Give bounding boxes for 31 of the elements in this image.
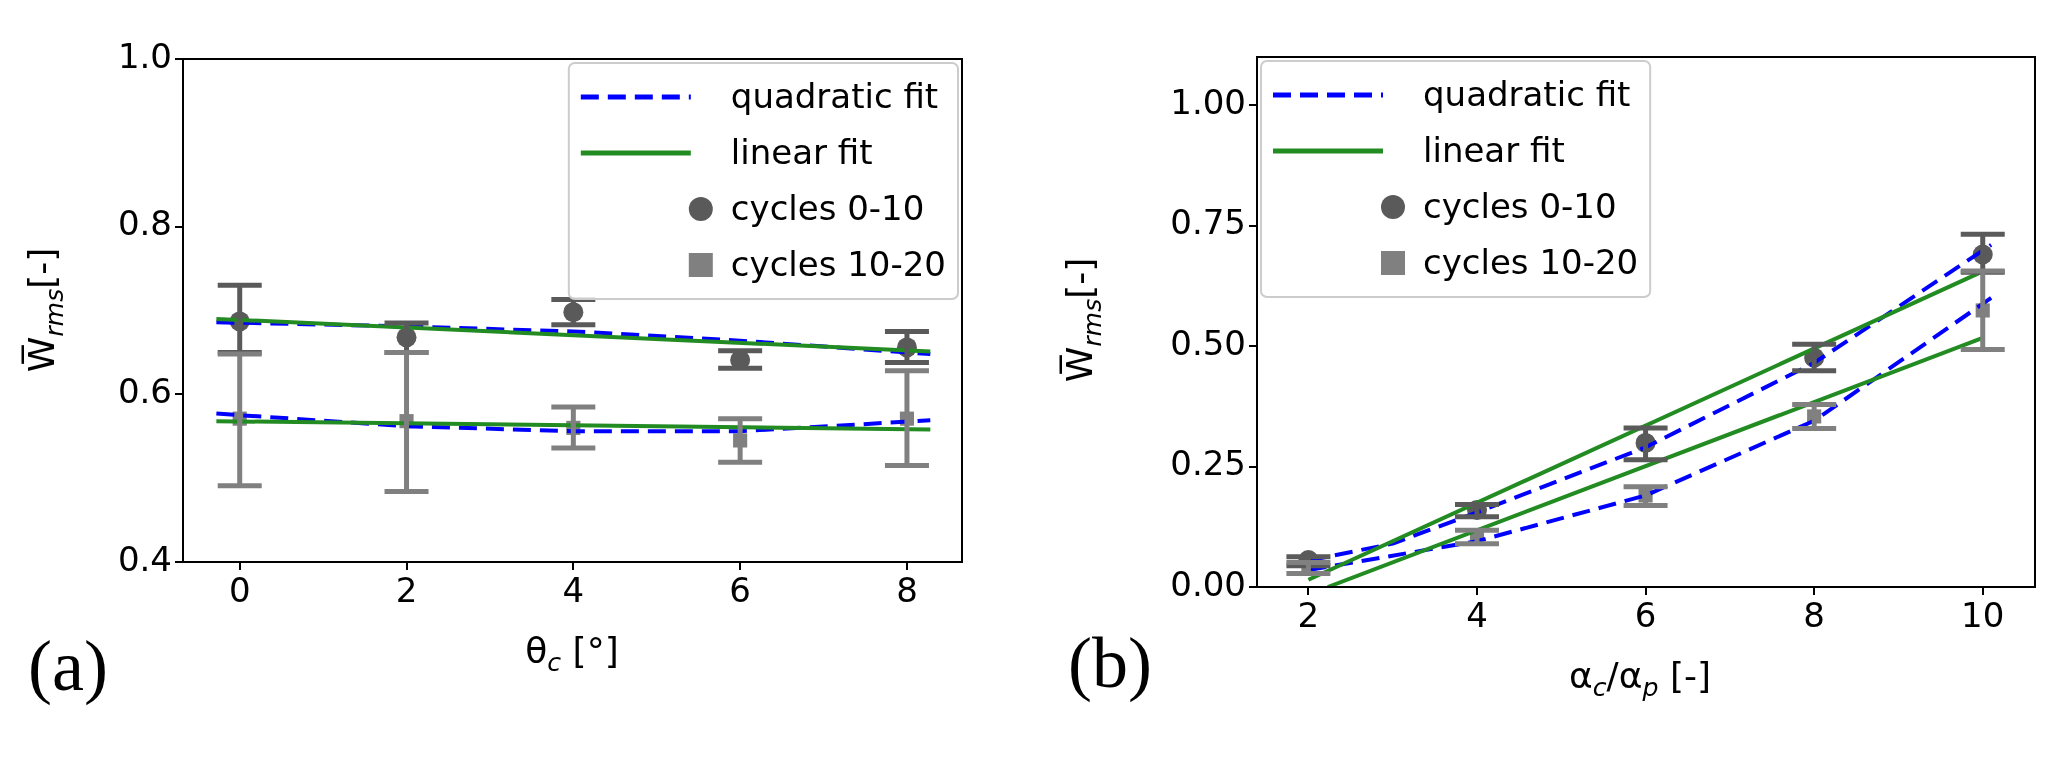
x-tick-label: 4 xyxy=(562,570,585,611)
x-tick-label: 2 xyxy=(1297,595,1320,636)
text: (a) xyxy=(28,625,108,708)
y-tick-label: 0.75 xyxy=(1170,202,1246,243)
x-tick-label: 4 xyxy=(1466,595,1488,636)
x-tick-label: 10 xyxy=(1961,595,2005,636)
text: (b) xyxy=(1068,622,1152,705)
legend-label: linear fit xyxy=(730,131,873,172)
y-tick-label: 0.6 xyxy=(117,371,172,412)
legend-label: cycles 0-10 xyxy=(1423,185,1617,226)
x-tick-label: 6 xyxy=(729,570,751,611)
x-tick-label: 2 xyxy=(395,570,418,611)
y-tick-label: 0.00 xyxy=(1170,563,1246,604)
y-tick-label: 1.0 xyxy=(117,35,172,76)
legend-label: cycles 10-20 xyxy=(1423,241,1639,282)
legend-label: cycles 0-10 xyxy=(730,187,925,228)
legend-label: quadratic fit xyxy=(1423,73,1631,114)
x-tick-label: 6 xyxy=(1634,595,1657,636)
legend-label: linear fit xyxy=(1423,129,1565,170)
x-tick-label: 8 xyxy=(1803,595,1825,636)
legend-label: quadratic fit xyxy=(730,75,939,116)
x-tick-label: 0 xyxy=(228,570,251,611)
y-tick-label: 1.00 xyxy=(1170,82,1246,123)
y-tick-label: 0.8 xyxy=(117,203,172,244)
x-tick-label: 8 xyxy=(896,570,918,611)
y-tick-label: 0.50 xyxy=(1170,322,1246,363)
legend-label: cycles 10-20 xyxy=(730,243,947,284)
x-axis-title: α$_{c}$/α$_{p}$ [-] xyxy=(1569,655,1711,703)
x-axis-title: θ$_{c}$ [°] xyxy=(525,630,619,678)
y-tick-label: 0.4 xyxy=(117,538,172,579)
y-tick-label: 0.25 xyxy=(1170,443,1246,484)
